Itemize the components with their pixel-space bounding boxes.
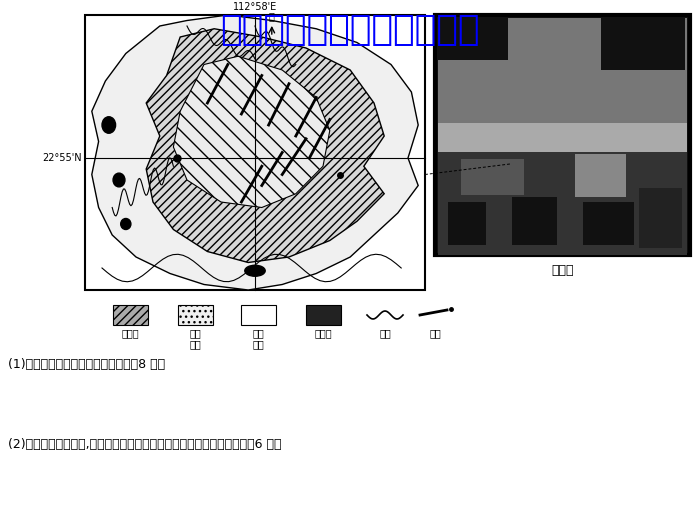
Text: 小岗丘: 小岗丘 bbox=[314, 328, 332, 338]
Bar bbox=[461, 159, 524, 195]
Bar bbox=[306, 305, 341, 325]
Text: 新冲: 新冲 bbox=[252, 328, 264, 338]
Bar bbox=[512, 197, 557, 245]
Polygon shape bbox=[146, 29, 384, 263]
Text: 冬菇石: 冬菇石 bbox=[552, 264, 574, 277]
Ellipse shape bbox=[113, 173, 125, 187]
Bar bbox=[241, 305, 276, 325]
Bar bbox=[178, 305, 213, 325]
Text: 老冲: 老冲 bbox=[189, 328, 201, 338]
Text: 河流: 河流 bbox=[379, 328, 391, 338]
Ellipse shape bbox=[245, 265, 265, 276]
Text: 积扇: 积扇 bbox=[252, 339, 264, 349]
Bar bbox=[438, 123, 687, 152]
Text: 北: 北 bbox=[269, 11, 274, 21]
Text: 火山丘: 火山丘 bbox=[121, 328, 139, 338]
Ellipse shape bbox=[102, 117, 116, 133]
Bar bbox=[435, 15, 690, 255]
Bar bbox=[601, 17, 685, 70]
Text: 22°55'N: 22°55'N bbox=[43, 153, 82, 163]
Text: 112°58'E: 112°58'E bbox=[233, 2, 277, 12]
Bar bbox=[575, 154, 626, 197]
Bar bbox=[113, 305, 148, 325]
Text: 断层: 断层 bbox=[429, 328, 441, 338]
Bar bbox=[639, 188, 682, 248]
Text: (2)从外力作用的角度,推测冬菇石顶部砾大较圆滑、根部较小的原因。（6 分）: (2)从外力作用的角度,推测冬菇石顶部砾大较圆滑、根部较小的原因。（6 分） bbox=[8, 438, 281, 452]
Text: 微信公众号关注：趣找答案: 微信公众号关注：趣找答案 bbox=[220, 13, 480, 47]
Bar bbox=[438, 152, 687, 255]
Ellipse shape bbox=[120, 219, 131, 230]
Bar bbox=[438, 18, 687, 126]
Polygon shape bbox=[174, 56, 330, 208]
Text: 积扇: 积扇 bbox=[189, 339, 201, 349]
Polygon shape bbox=[92, 15, 418, 290]
Bar bbox=[583, 202, 634, 245]
Bar bbox=[448, 202, 486, 245]
Text: (1)简述西樵山多泉水出露的原因。（8 分）: (1)简述西樵山多泉水出露的原因。（8 分） bbox=[8, 359, 165, 372]
Bar bbox=[85, 15, 425, 290]
Bar bbox=[437, 17, 508, 60]
